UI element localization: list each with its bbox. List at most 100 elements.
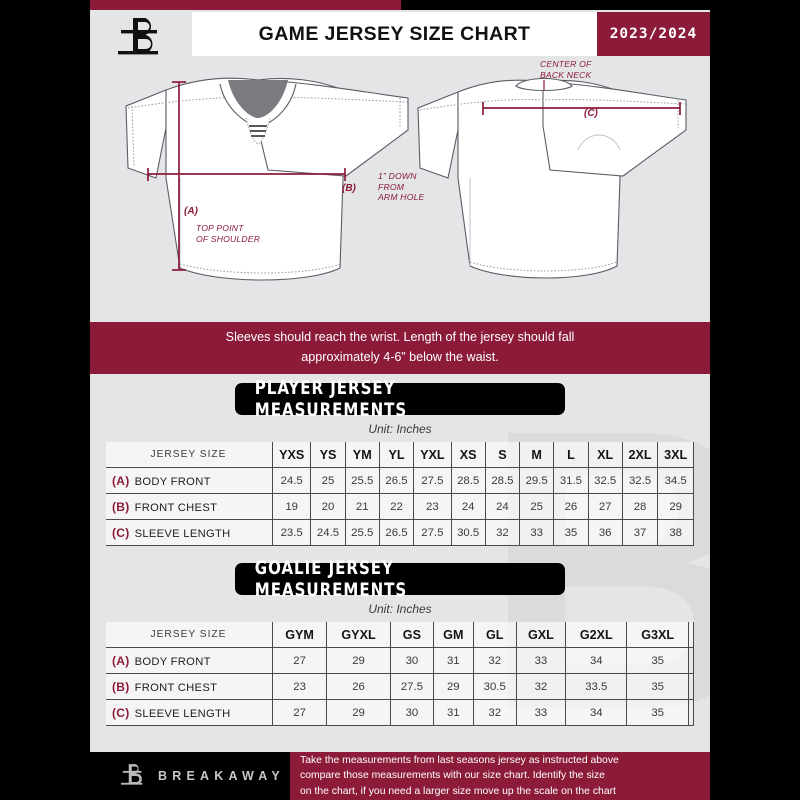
goalie-unit-label: Unit: Inches [368,602,432,616]
row-label: (C) SLEEVE LENGTH [106,519,273,546]
table-cell: 30.5 [472,673,517,700]
table-cell: 27 [271,647,328,674]
player-section-title: PLAYER JERSEY MEASUREMENTS [235,377,565,421]
footer-line-3: on the chart, if you need a larger size … [300,785,616,797]
page-title-text: GAME JERSEY SIZE CHART [258,22,531,45]
row-label: (A) BODY FRONT [106,647,273,674]
column-header-M: M [519,442,555,468]
table-cell: 23 [271,673,328,700]
page-title: GAME JERSEY SIZE CHART [192,12,597,56]
table-cell [687,673,695,700]
table-cell: 35 [626,647,689,674]
table-cell: 33 [515,647,567,674]
table-row: (B) FRONT CHEST 19 20 21 22 23 24 24 25 26 27 28 29 [106,493,694,520]
player-section-title-text: PLAYER JERSEY MEASUREMENTS [254,377,408,421]
table-cell [687,699,695,726]
table-cell: 28.5 [450,467,486,494]
jersey-diagrams: (A) TOP POINT OF SHOULDER (B) 1” DOWN FROM… [90,58,710,306]
label-a-note: TOP POINT OF SHOULDER [196,223,261,244]
table-row: (B) FRONT CHEST 23 26 27.5 29 30.5 32 33.5 35 [106,673,695,700]
player-measurements-table: JERSEY SIZE YXS YS YM YL YXL XS S M L XL 2XL 3XL (A) B… [106,442,694,546]
page-footer: BREAKAWAY Take the measurements from las… [90,752,710,800]
table-cell: 25 [519,493,555,520]
label-b: (B) [342,183,356,194]
table-cell: 35 [626,673,689,700]
table-cell: 37 [621,519,659,546]
row-label: (B) FRONT CHEST [106,493,273,520]
table-cell: 20 [310,493,346,520]
footer-brand-block: BREAKAWAY [90,752,290,800]
column-header-3XL: 3XL [657,442,694,468]
table-cell: 34 [565,699,628,726]
column-header-L: L [553,442,589,468]
table-row: (A) BODY FRONT 24.5 25 25.5 26.5 27.5 28.5 28.5 2… [106,467,694,494]
table-cell: 30 [389,647,434,674]
jersey-front-illustration [125,77,409,281]
table-cell: 29 [432,673,474,700]
table-cell: 27 [587,493,623,520]
table-cell: 27.5 [413,467,452,494]
row-label: (A) BODY FRONT [106,467,273,494]
season-year-text: 2023/2024 [609,26,698,42]
goalie-section-title: GOALIE JERSEY MEASUREMENTS [235,557,565,601]
column-header-GS: GS [389,622,434,648]
table-cell: 29 [326,647,391,674]
table-cell: 35 [553,519,589,546]
column-header-YXL: YXL [413,442,452,468]
table-cell: 26.5 [378,467,415,494]
breakaway-b-logo-icon [121,764,143,785]
advisory-line-1: Sleeves should reach the wrist. Length o… [225,330,575,345]
table-cell: 35 [626,699,689,726]
table-cell: 32 [472,699,517,726]
table-cell: 28.5 [484,467,521,494]
column-header-XS: XS [450,442,486,468]
row-key: (C) [112,705,130,720]
table-cell: 27.5 [389,673,434,700]
table-corner-label: JERSEY SIZE [106,622,273,648]
row-label: (C) SLEEVE LENGTH [106,699,273,726]
advisory-band: Sleeves should reach the wrist. Length o… [90,322,710,374]
goalie-section-title-text: GOALIE JERSEY MEASUREMENTS [254,557,408,601]
table-cell: 34.5 [657,467,694,494]
table-cell: 33.5 [565,673,628,700]
table-corner-label: JERSEY SIZE [106,442,273,468]
footer-brand-name: BREAKAWAY [158,769,285,783]
size-chart-page: B GAME JERSEY SIZE CHART 2023/2024 [90,0,710,800]
top-strip-maroon [90,0,401,10]
season-year-badge: 2023/2024 [597,12,710,56]
row-key: (B) [112,679,130,694]
table-cell: 30 [389,699,434,726]
breakaway-b-logo-icon [100,12,192,58]
footer-instructions: Take the measurements from last seasons … [290,752,710,800]
table-cell: 34 [565,647,628,674]
table-cell: 23.5 [271,519,312,546]
table-cell: 30.5 [450,519,486,546]
column-header-2XL: 2XL [621,442,659,468]
table-cell: 24.5 [271,467,312,494]
row-key: (B) [112,499,130,514]
label-c: (C) [584,108,598,119]
table-cell: 32 [472,647,517,674]
center-back-neck-note: CENTER OF BACK NECK [540,59,592,80]
label-a: (A) [184,206,198,217]
table-header-row: JERSEY SIZE GYM GYXL GS GM GL GXL G2XL G3XL [106,622,695,648]
page-header: GAME JERSEY SIZE CHART 2023/2024 [90,10,710,58]
table-cell: 31 [432,647,474,674]
column-header-G2XL: G2XL [565,622,628,648]
column-header-XL: XL [587,442,623,468]
table-row: (C) SLEEVE LENGTH 27 29 30 31 32 33 34 35 [106,699,695,726]
table-cell: 27.5 [413,519,452,546]
player-unit-label: Unit: Inches [368,422,432,436]
column-header-YS: YS [310,442,346,468]
top-strip-black [401,0,710,10]
table-header-row: JERSEY SIZE YXS YS YM YL YXL XS S M L XL 2XL 3XL [106,442,694,468]
table-cell: 38 [657,519,694,546]
table-cell: 24 [450,493,486,520]
table-cell: 29 [326,699,391,726]
table-cell: 29 [657,493,694,520]
table-cell [687,647,695,674]
top-accent-strip [90,0,710,10]
table-cell: 32.5 [587,467,623,494]
table-cell: 26 [326,673,391,700]
table-cell: 25.5 [344,519,380,546]
